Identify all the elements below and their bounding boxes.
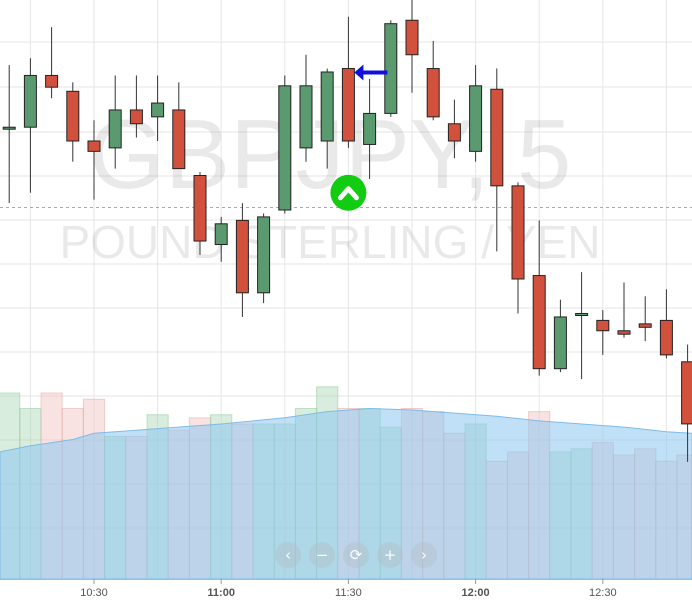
candles [2, 0, 692, 462]
candle-body [575, 313, 589, 316]
candle-body [341, 68, 355, 142]
candle [193, 172, 207, 255]
candle [320, 68, 334, 169]
zoom-out-button[interactable]: − [309, 542, 335, 568]
zoom-in-button[interactable]: + [377, 542, 403, 568]
candle-body [596, 319, 610, 332]
candle-body [23, 74, 37, 128]
volume-ma-area [0, 407, 692, 580]
candle [659, 289, 673, 359]
plus-icon: + [383, 546, 397, 564]
candle [172, 82, 186, 170]
candle [681, 344, 692, 462]
candle [405, 0, 419, 93]
axis-tick-label: 11:30 [335, 587, 362, 599]
candle [45, 27, 59, 99]
axis-tick-label: 12:00 [462, 587, 490, 599]
candle-body [66, 90, 80, 142]
candle [532, 220, 546, 376]
candle-body [469, 85, 483, 152]
candle-body [384, 23, 398, 114]
candle-body [278, 85, 292, 211]
axis-tick-label: 10:30 [80, 587, 108, 599]
candle-body [659, 319, 673, 356]
scroll-right-button[interactable]: › [411, 542, 437, 568]
candle [575, 272, 589, 380]
candle-body [108, 109, 122, 149]
candle [129, 75, 143, 138]
candle-body [193, 175, 207, 242]
candle [278, 75, 292, 214]
candle [23, 58, 37, 193]
reset-button[interactable]: ⟳ [343, 542, 369, 568]
candle-body [426, 68, 440, 118]
candle-body [299, 85, 313, 149]
minus-icon: − [315, 546, 329, 564]
candle [426, 40, 440, 121]
axis-tick-label: 12:30 [589, 587, 617, 599]
candle-body [129, 109, 143, 125]
chevron-up-icon [330, 174, 367, 211]
candle-body [363, 112, 377, 145]
candle-body [235, 219, 249, 294]
candle [151, 75, 165, 141]
markers [330, 64, 388, 211]
axis-tick-label: 11:00 [207, 587, 235, 599]
candle [2, 65, 16, 204]
candle [384, 20, 398, 117]
candle-body [405, 19, 419, 56]
candle [299, 54, 313, 162]
candle-body [681, 361, 692, 425]
candle-body [172, 109, 186, 170]
time-axis: 10:30 11:00 11:30 12:00 12:30 [0, 579, 692, 599]
candle [257, 213, 271, 304]
candle-body [532, 275, 546, 370]
reset-icon: ⟳ [349, 546, 363, 564]
candle [214, 216, 228, 262]
candle [235, 203, 249, 317]
candle [363, 78, 377, 179]
candle [638, 296, 652, 342]
candle [511, 182, 525, 314]
chevron-stroke [337, 186, 359, 201]
candle-body [257, 216, 271, 294]
candle [66, 82, 80, 162]
chart-navigation: ‹ − ⟳ + › [275, 542, 441, 570]
chevron-left-icon: ‹ [285, 546, 291, 564]
watermark-description: POUND STERLING / YEN [59, 216, 600, 268]
arrow-left-icon [354, 64, 388, 81]
candle-body [87, 140, 101, 152]
candle-body [151, 102, 165, 118]
candle-body [447, 123, 461, 142]
candle-body [2, 126, 16, 130]
candle [490, 68, 504, 252]
candle-body [320, 71, 334, 142]
volume-moving-average [0, 407, 692, 580]
candle [596, 310, 610, 355]
candle [108, 75, 122, 169]
candle-body [511, 185, 525, 280]
candle-body [45, 74, 59, 88]
chevron-right-icon: › [421, 546, 427, 564]
candle [617, 282, 631, 338]
scroll-left-button[interactable]: ‹ [275, 542, 301, 568]
candle [553, 299, 567, 373]
candle [469, 65, 483, 162]
arrow-head [354, 64, 364, 81]
candle-body [617, 330, 631, 335]
candle-body [490, 88, 504, 187]
candle [87, 120, 101, 200]
candle-body [638, 323, 652, 328]
candle [447, 99, 461, 159]
candle-body [553, 316, 567, 370]
marker-circle [330, 174, 367, 211]
candle-body [214, 223, 228, 246]
candle [341, 16, 355, 148]
